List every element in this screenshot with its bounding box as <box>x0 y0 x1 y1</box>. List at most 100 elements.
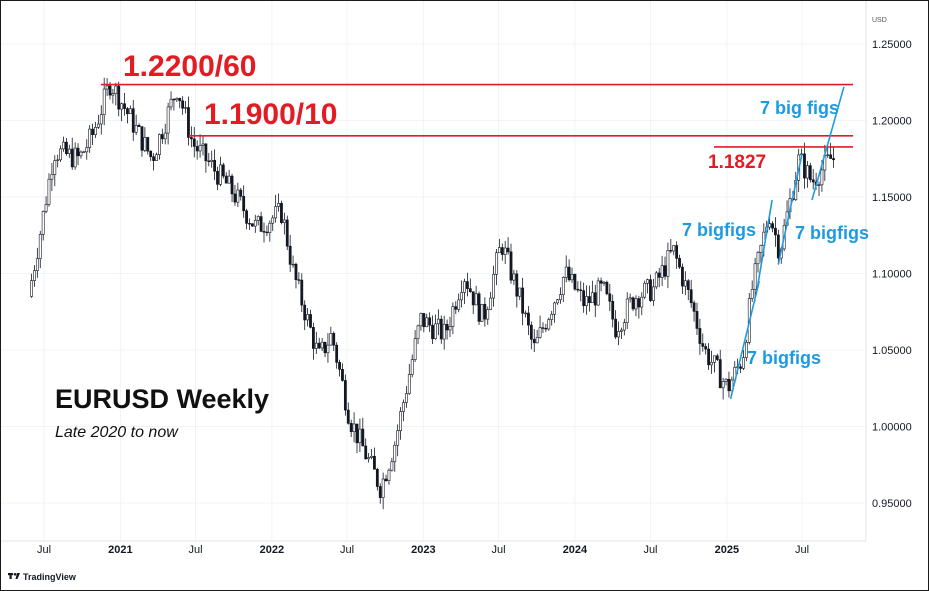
candle-body <box>187 107 190 138</box>
candle-body <box>253 220 257 227</box>
candle-body <box>445 323 449 331</box>
candle-body <box>413 338 417 360</box>
candle-body <box>224 175 228 184</box>
candle-body <box>718 359 722 389</box>
candle-body <box>38 234 42 259</box>
candle-body <box>35 258 39 271</box>
candle-body <box>65 141 68 155</box>
candle-body <box>471 291 475 306</box>
x-tick-label: Jul <box>188 544 202 556</box>
x-tick-label: 2022 <box>260 544 284 556</box>
candle-body <box>262 231 266 233</box>
level-label-1.1900-10: 1.1900/10 <box>204 98 337 131</box>
candle-body <box>457 299 461 310</box>
x-tick-label: 2021 <box>108 544 132 556</box>
candle-body <box>451 306 455 327</box>
candle-body <box>343 380 347 411</box>
candle-body <box>474 293 478 306</box>
candle-body <box>463 281 466 293</box>
candle-body <box>492 274 495 299</box>
candle-body <box>753 263 757 290</box>
candle-body <box>590 292 594 304</box>
trend-lines <box>729 86 845 400</box>
candle-body <box>518 287 522 297</box>
x-tick-label: Jul <box>795 544 809 556</box>
x-tick-label: Jul <box>340 544 354 556</box>
candle-body <box>439 318 443 340</box>
candle-body <box>306 314 309 321</box>
trend-line <box>729 280 761 400</box>
candle-body <box>715 355 719 360</box>
candle-body <box>364 445 368 460</box>
candle-body <box>140 126 144 151</box>
candle-body <box>448 326 452 331</box>
horizontal-levels <box>100 83 854 148</box>
candle-body <box>143 137 147 151</box>
candle-body <box>317 342 321 349</box>
candle-body <box>370 455 373 458</box>
candle-body <box>643 282 647 298</box>
y-tick-label: 1.25000 <box>872 39 912 51</box>
candle-body <box>242 196 246 212</box>
candle-body <box>201 143 205 146</box>
move-label-7-bigfigs-b: 7 bigfigs <box>795 223 869 243</box>
candle-body <box>692 302 696 312</box>
candle-body <box>137 125 141 127</box>
candle-body <box>436 318 440 325</box>
candle-body <box>59 148 63 161</box>
candle-body <box>820 169 824 186</box>
candle-body <box>41 211 45 235</box>
candle-body <box>277 203 280 207</box>
candle-body <box>666 250 670 277</box>
chart-subtitle: Late 2020 to now <box>55 424 179 441</box>
candle-body <box>593 292 597 306</box>
candle-body <box>486 309 490 320</box>
move-label-7-bigfigs-c: 7 bigfigs <box>747 348 821 368</box>
candle-body <box>721 381 725 389</box>
candle-body <box>114 85 118 94</box>
y-tick-label: 0.95000 <box>872 498 912 510</box>
candle-body <box>649 279 652 301</box>
candle-body <box>198 145 202 152</box>
candle-body <box>169 98 173 108</box>
candle-body <box>332 333 336 346</box>
candle-body <box>355 423 359 444</box>
candle-body <box>532 339 536 344</box>
candle-body <box>480 303 484 322</box>
candle-body <box>750 289 754 299</box>
level-label-1.1827: 1.1827 <box>708 152 766 173</box>
candle-body <box>166 106 170 134</box>
candle-body <box>805 165 809 179</box>
candle-body <box>312 327 315 349</box>
candle-body <box>434 323 437 340</box>
candle-body <box>544 328 548 330</box>
candle-body <box>227 175 231 184</box>
candle-body <box>79 151 83 157</box>
candle-body <box>259 216 263 232</box>
candle-body <box>407 374 411 394</box>
candle-body <box>500 247 504 255</box>
candle-body <box>285 219 289 247</box>
candle-body <box>683 280 687 287</box>
candle-body <box>541 327 545 329</box>
price-axis: 1.25000 1.20000 1.15000 1.10000 1.05000 1.000… <box>872 39 912 510</box>
x-tick-label: Jul <box>643 544 657 556</box>
candle-body <box>82 151 86 153</box>
candle-body <box>506 247 510 253</box>
candle-body <box>620 329 623 332</box>
candle-body <box>468 288 472 292</box>
candle-body <box>67 148 71 155</box>
candle-body <box>210 159 214 162</box>
candle-body <box>686 280 690 290</box>
candle-body <box>527 312 530 326</box>
candle-body <box>120 103 124 110</box>
candle-body <box>567 266 571 281</box>
candle-body <box>309 314 312 328</box>
candle-body <box>108 85 112 96</box>
candle-body <box>375 468 379 487</box>
price-unit-label: USD <box>872 17 887 24</box>
candle-body <box>416 325 420 339</box>
candle-body <box>131 108 135 133</box>
candle-body <box>698 328 702 344</box>
